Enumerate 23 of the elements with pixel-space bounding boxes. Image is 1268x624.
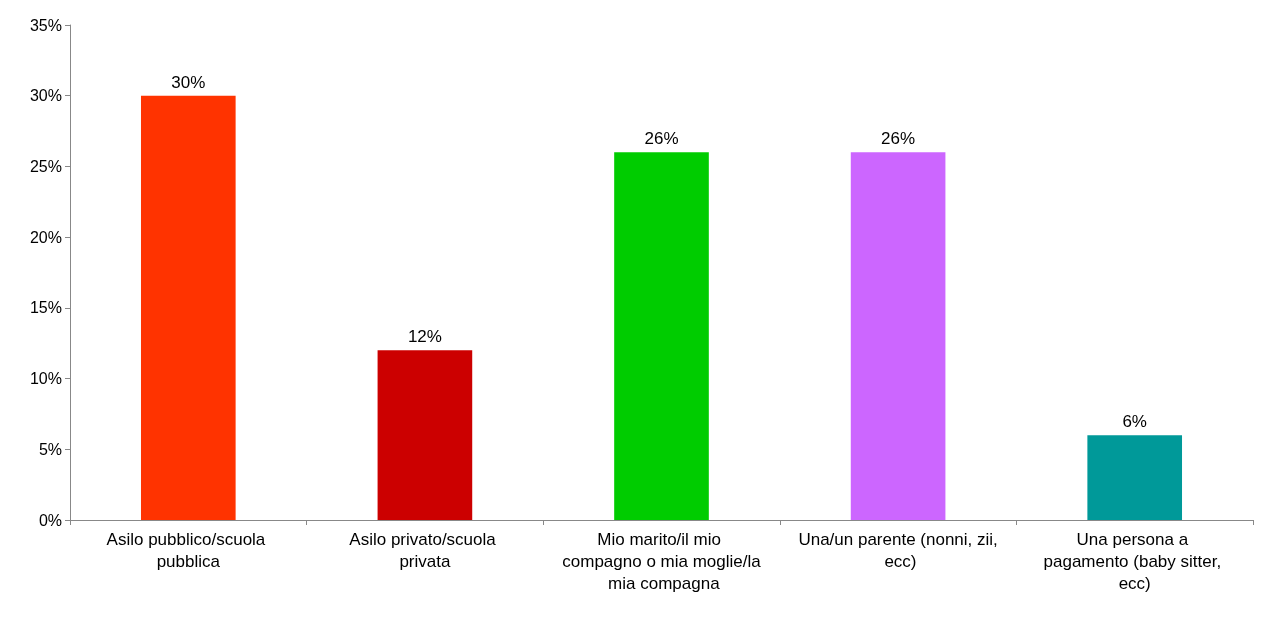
- data-label: 12%: [407, 327, 442, 347]
- bar: [850, 152, 946, 520]
- y-tick-label: 20%: [29, 228, 62, 246]
- y-tick-label: 0%: [38, 511, 62, 529]
- y-tick-label: 25%: [29, 157, 62, 175]
- x-tick-label: Mio marito/il mio compagno o mia moglie/la mia compagna: [562, 529, 762, 593]
- data-label: 26%: [644, 129, 679, 149]
- x-tick-label: Una/un parente (nonni, zii, ecc): [798, 529, 998, 571]
- data-label: 6%: [1122, 412, 1147, 432]
- bar: [1087, 435, 1183, 520]
- data-label: 30%: [171, 72, 206, 92]
- y-tick-label: 5%: [38, 440, 62, 458]
- x-tick-label: Una persona a pagamento (baby sitter, ecc): [1043, 529, 1226, 593]
- bar: [377, 350, 473, 520]
- x-tick-label: Asilo pubblico/scuola pubblica: [106, 529, 271, 571]
- bar: [140, 95, 236, 520]
- y-tick-label: 15%: [29, 299, 62, 317]
- x-tick-label: Asilo privato/scuola privata: [349, 529, 501, 571]
- y-tick-label: 30%: [29, 87, 62, 105]
- data-label: 26%: [881, 129, 916, 149]
- y-tick-label: 10%: [29, 370, 62, 388]
- y-tick-label: 35%: [29, 16, 62, 34]
- bar: [614, 152, 709, 520]
